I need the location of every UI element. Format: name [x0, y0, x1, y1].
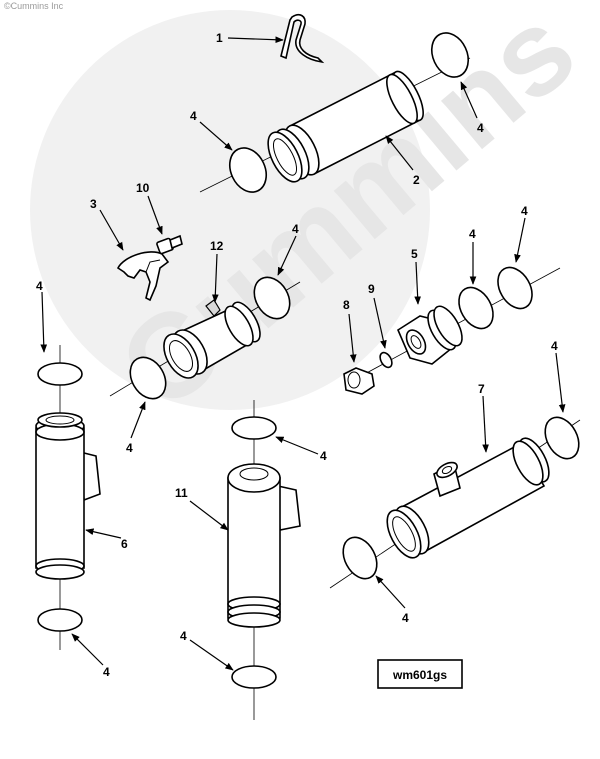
callout-11: 11: [175, 486, 188, 500]
callout-4: 4: [320, 449, 327, 463]
callout-4: 4: [292, 222, 299, 236]
o-ring-mid-left: [129, 356, 167, 400]
o-ring-nut-1: [458, 286, 494, 330]
callout-4: 4: [103, 665, 110, 679]
leader-lines: [40, 36, 566, 671]
part-fork-clip: [116, 251, 170, 302]
callout-2: 2: [413, 173, 420, 187]
part-screw: [156, 234, 183, 255]
callout-4: 4: [551, 339, 558, 353]
watermark: Cummins: [30, 0, 600, 436]
part-tube-with-boss: [329, 419, 581, 589]
callout-7: 7: [478, 382, 485, 396]
callout-4: 4: [36, 279, 43, 293]
o-ring-tee-center-top: [231, 416, 277, 440]
callout-4: 4: [126, 441, 133, 455]
callout-8: 8: [343, 298, 350, 312]
callout-6: 6: [121, 537, 128, 551]
callout-3: 3: [90, 197, 97, 211]
callout-12: 12: [210, 239, 224, 253]
callout-labels: 1 4 4 2 3 10 12 4 4 4 5 9 8 4 4 6 4 4 11…: [36, 31, 558, 679]
callout-10: 10: [136, 181, 150, 195]
callout-4: 4: [402, 611, 409, 625]
o-ring-tee-left-top: [37, 362, 83, 386]
callout-9: 9: [368, 282, 375, 296]
o-ring-right-bottom: [342, 536, 378, 580]
part-tube-top: [199, 57, 471, 193]
part-tee-left: [35, 345, 101, 650]
callout-4: 4: [521, 204, 528, 218]
small-ring: [379, 351, 393, 369]
o-ring-tee-center-bottom: [231, 665, 277, 689]
o-ring-top-right: [430, 32, 470, 78]
part-hex-plug: [343, 367, 375, 395]
o-ring-nut-2: [497, 266, 533, 310]
o-ring-top-left: [228, 147, 268, 193]
callout-4: 4: [180, 629, 187, 643]
figure-code: wm601gs: [392, 668, 447, 682]
o-ring-right-top: [544, 416, 580, 460]
copyright-text: ©Cummins Inc: [4, 1, 64, 11]
o-ring-tee-left-bottom: [37, 608, 83, 632]
o-ring-mid-right: [253, 276, 291, 320]
figure-code-box: [377, 659, 463, 689]
part-retaining-clip: [280, 14, 325, 64]
callout-1: 1: [216, 31, 223, 45]
callout-4: 4: [190, 109, 197, 123]
callout-4: 4: [477, 121, 484, 135]
part-tube-with-tab: [109, 281, 301, 397]
callout-5: 5: [411, 247, 418, 261]
part-tee-center: [227, 400, 301, 720]
callout-4: 4: [469, 227, 476, 241]
